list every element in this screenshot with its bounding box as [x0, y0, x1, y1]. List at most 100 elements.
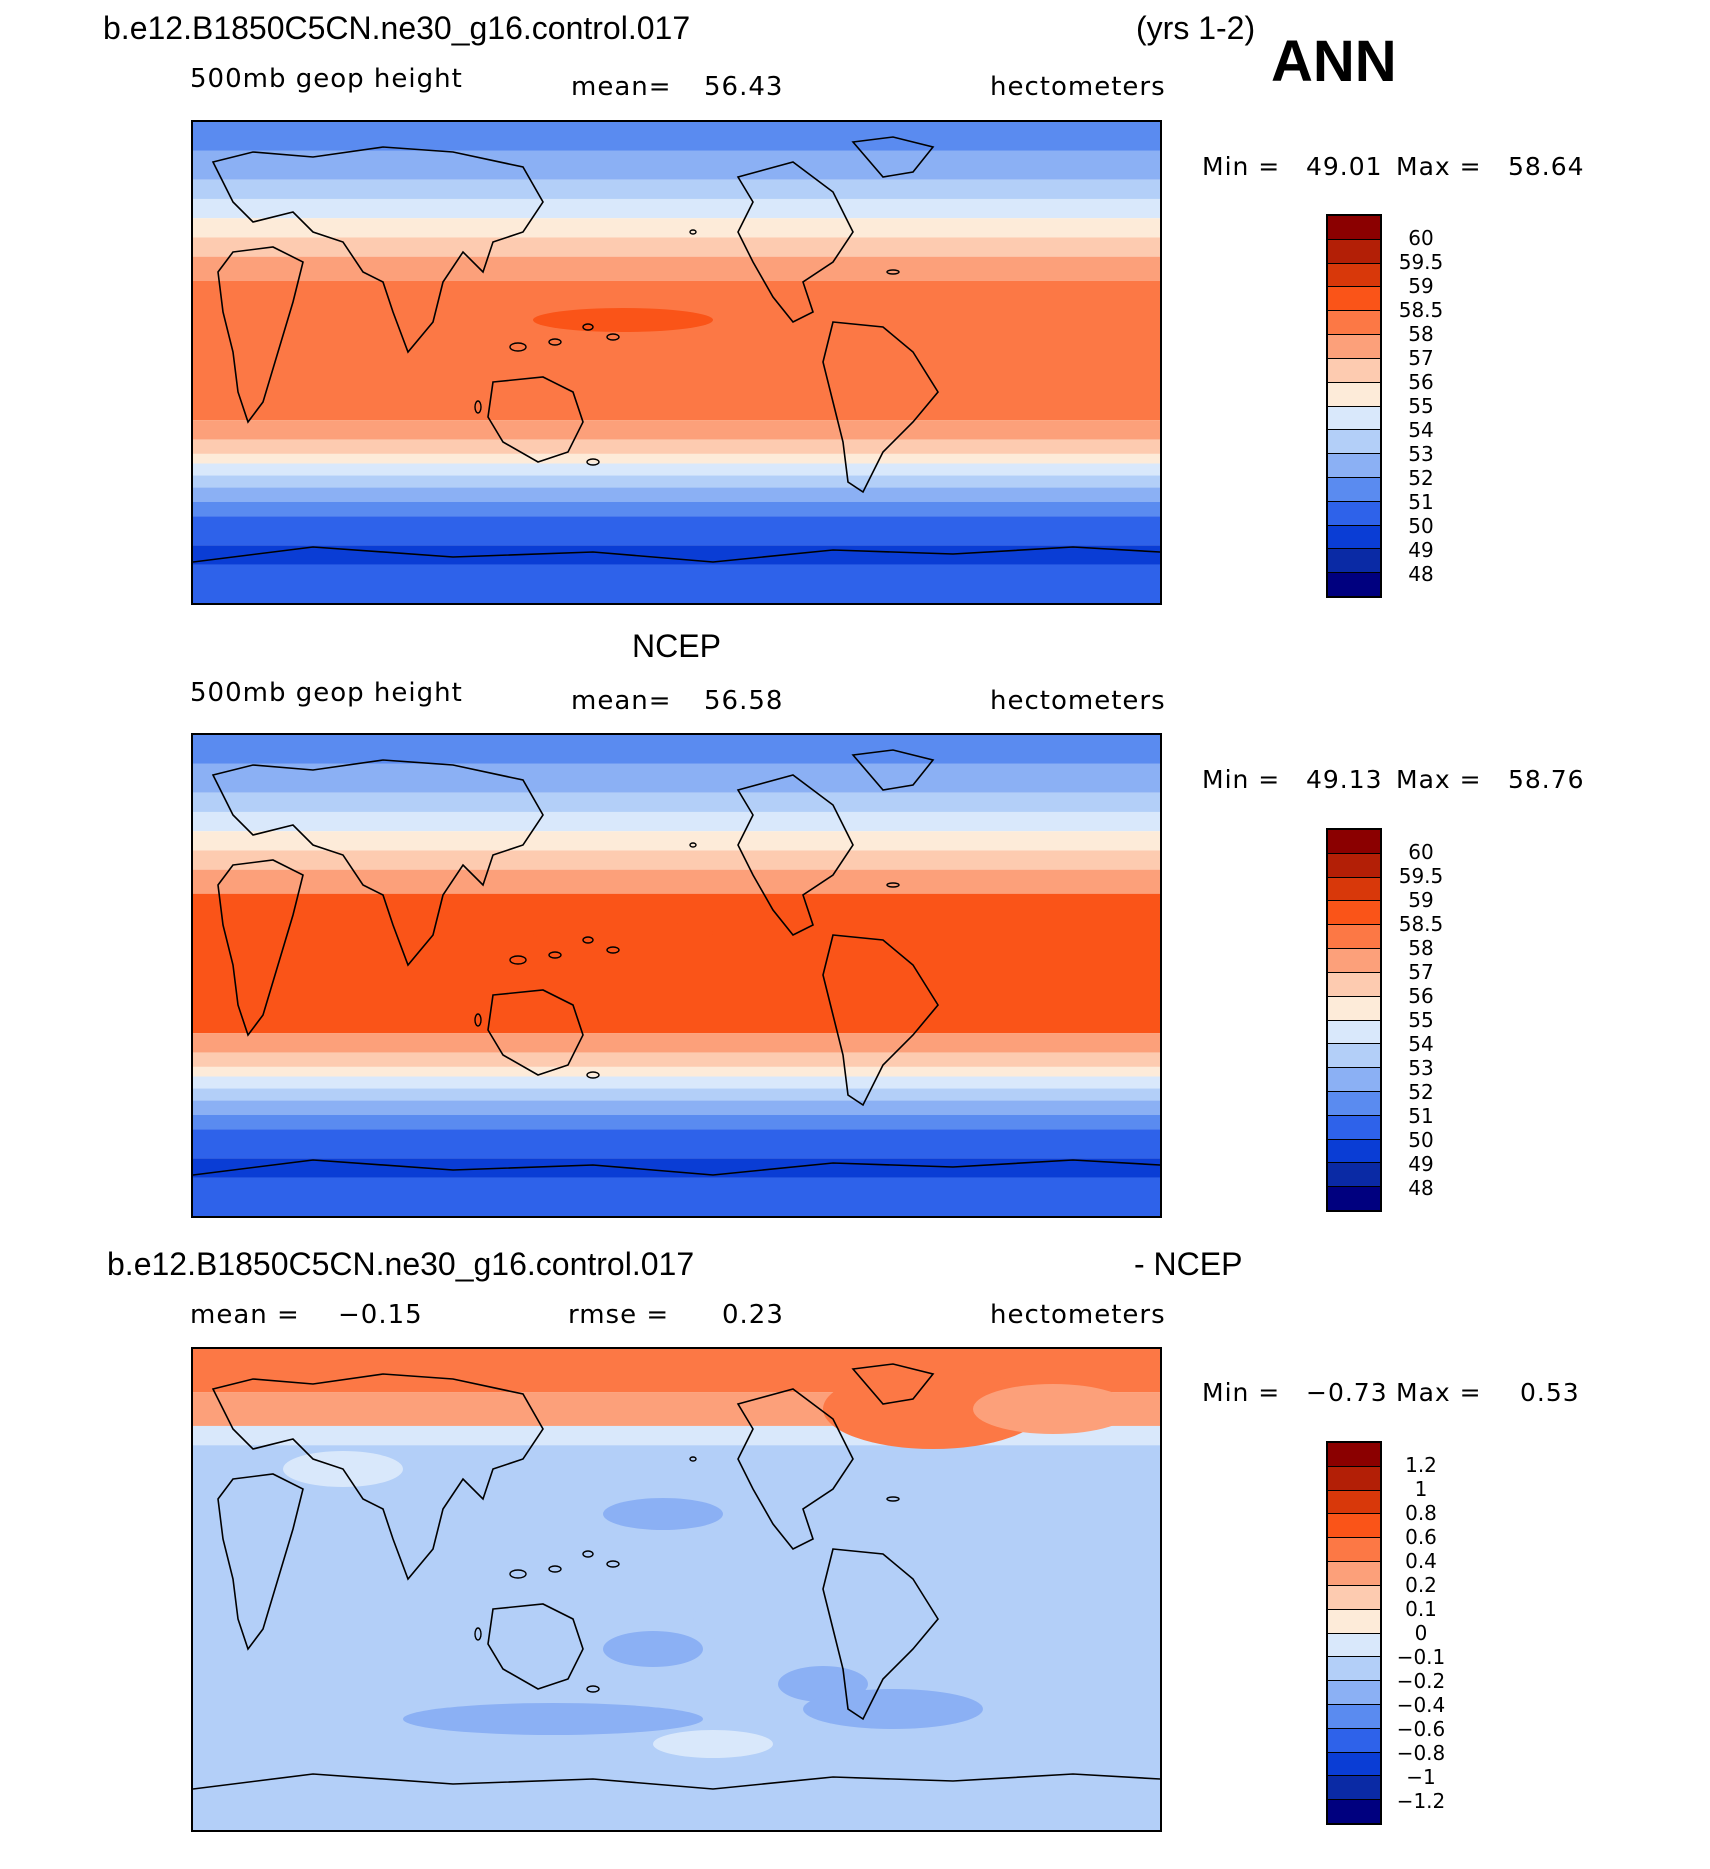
- colorbar-swatch: [1328, 1465, 1380, 1490]
- colorbar-tick-label: 48: [1408, 1176, 1434, 1200]
- contour-band: [193, 487, 1160, 502]
- colorbar-swatch: [1328, 971, 1380, 996]
- coastline: [736, 1388, 854, 1551]
- contour-band: [193, 811, 1160, 832]
- colorbar-tick-label: 49: [1408, 538, 1434, 562]
- coastline: [487, 376, 584, 463]
- colorbar-swatch: [1328, 1186, 1380, 1210]
- panel3-colorbar: [1326, 1441, 1382, 1825]
- colorbar-swatch: [1328, 1114, 1380, 1139]
- coastline: [487, 1603, 584, 1690]
- contour-band: [193, 792, 1160, 812]
- coastline: [217, 1473, 304, 1651]
- colorbar-swatch: [1328, 381, 1380, 406]
- panel1-min-label: Min =: [1202, 152, 1281, 181]
- coastline: [851, 1363, 935, 1405]
- anomaly-region: [973, 1384, 1133, 1434]
- panel2-max-value: 58.76: [1508, 765, 1585, 794]
- colorbar-swatch: [1328, 310, 1380, 335]
- panel2-title: NCEP: [632, 628, 721, 664]
- coastline: [851, 749, 935, 791]
- colorbar-tick-label: 0.8: [1405, 1501, 1437, 1525]
- colorbar-swatch: [1328, 1632, 1380, 1657]
- colorbar-swatch: [1328, 262, 1380, 287]
- colorbar-swatch: [1328, 995, 1380, 1020]
- panel2-min-label: Min =: [1202, 765, 1281, 794]
- panel1-variable: 500mb geop height: [190, 64, 463, 94]
- panel2-mean-label: mean=: [571, 686, 672, 716]
- coastline: [822, 1548, 939, 1721]
- colorbar-tick-label: 1.2: [1405, 1453, 1437, 1477]
- panel2-colorbar: [1326, 828, 1382, 1212]
- coastline: [822, 934, 939, 1107]
- coastline: [217, 859, 304, 1037]
- colorbar-tick-label: 53: [1408, 1056, 1434, 1080]
- colorbar-swatch: [1328, 1067, 1380, 1091]
- colorbar-swatch: [1328, 1513, 1380, 1538]
- colorbar-tick-label: 55: [1408, 1008, 1434, 1032]
- colorbar-swatch: [1328, 405, 1380, 430]
- colorbar-swatch: [1328, 548, 1380, 573]
- colorbar-tick-label: 52: [1408, 466, 1434, 490]
- subtropical-high: [533, 308, 713, 332]
- colorbar-swatch: [1328, 1561, 1380, 1585]
- colorbar-swatch: [1328, 876, 1380, 901]
- colorbar-swatch: [1328, 1090, 1380, 1115]
- colorbar-swatch: [1328, 1775, 1380, 1800]
- colorbar-tick-label: 56: [1408, 370, 1434, 394]
- contour-band: [193, 475, 1160, 488]
- colorbar-tick-label: 54: [1408, 418, 1434, 442]
- anomaly-region: [603, 1498, 723, 1530]
- colorbar-tick-label: 51: [1408, 1104, 1434, 1128]
- contour-band: [193, 179, 1160, 199]
- colorbar-tick-label: 58.5: [1398, 298, 1444, 322]
- island-outline: [886, 882, 900, 888]
- contour-band: [193, 1158, 1160, 1178]
- colorbar-swatch: [1328, 1751, 1380, 1776]
- contour-band: [193, 501, 1160, 517]
- island-outline: [689, 842, 697, 848]
- colorbar-tick-label: −0.4: [1396, 1693, 1446, 1717]
- panel3-min-label: Min =: [1202, 1378, 1281, 1407]
- island-outline: [606, 333, 620, 341]
- colorbar-swatch: [1328, 1138, 1380, 1163]
- contour-band: [193, 198, 1160, 219]
- panel3-difference-map: [191, 1347, 1162, 1832]
- contour-band: [193, 516, 1160, 546]
- colorbar-swatch: [1328, 476, 1380, 501]
- colorbar-tick-label: 52: [1408, 1080, 1434, 1104]
- coastline: [487, 989, 584, 1076]
- panel1-units: hectometers: [990, 72, 1166, 102]
- colorbar-tick-label: 58: [1408, 322, 1434, 346]
- contour-band: [193, 1076, 1160, 1089]
- coastline: [193, 1159, 1160, 1176]
- contour-band: [193, 150, 1160, 180]
- colorbar-tick-label: 54: [1408, 1032, 1434, 1056]
- colorbar-tick-label: 1: [1414, 1477, 1428, 1501]
- contour-band: [193, 850, 1160, 870]
- contour-band: [193, 218, 1160, 238]
- panel3-mean-label: mean =: [190, 1300, 300, 1330]
- panel2-units: hectometers: [990, 686, 1166, 716]
- contour-band: [193, 453, 1160, 464]
- contour-band: [193, 763, 1160, 793]
- coastline: [211, 1373, 544, 1581]
- colorbar-tick-label: −0.2: [1396, 1669, 1446, 1693]
- contour-band: [193, 420, 1160, 440]
- years-label: (yrs 1-2): [1136, 10, 1256, 46]
- colorbar-swatch: [1328, 1703, 1380, 1728]
- colorbar-swatch: [1328, 286, 1380, 311]
- island-outline: [586, 1685, 600, 1693]
- coastline: [736, 774, 854, 937]
- colorbar-tick-label: −0.8: [1396, 1741, 1446, 1765]
- colorbar-swatch: [1328, 1799, 1380, 1823]
- panel3-units: hectometers: [990, 1300, 1166, 1330]
- contour-band: [193, 280, 1160, 421]
- contour-band: [193, 1052, 1160, 1067]
- colorbar-tick-label: 58.5: [1398, 912, 1444, 936]
- anomaly-region: [823, 1369, 1043, 1449]
- colorbar-tick-label: 0.2: [1405, 1573, 1437, 1597]
- contour-band: [193, 564, 1160, 603]
- colorbar-swatch: [1328, 524, 1380, 549]
- island-outline: [886, 1496, 900, 1502]
